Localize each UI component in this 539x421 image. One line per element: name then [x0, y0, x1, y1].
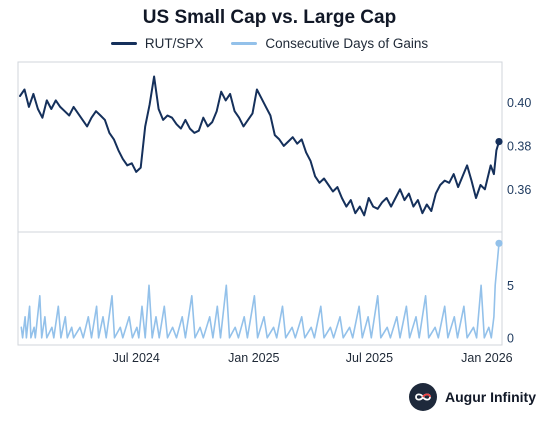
augur-infinity-logo-icon: [409, 383, 437, 411]
series-line-rut-spx: [19, 75, 500, 217]
brand-name: Augur Infinity: [445, 389, 536, 405]
legend-swatch-consecutive-days: [231, 42, 258, 45]
panel-frames: [17, 61, 503, 346]
legend-label-consecutive-days: Consecutive Days of Gains: [265, 36, 429, 51]
infinity-icon: [415, 393, 431, 401]
axis-layer: 0.36 0.38 0.40 0 5 Jul 2024 Jan 2025 Jul 2025 Ja…: [113, 96, 532, 365]
legend-item-consecutive-days[interactable]: Consecutive Days of Gains: [231, 36, 428, 51]
x-tick-label: Jul 2024: [113, 351, 160, 365]
brand: Augur Infinity: [409, 383, 536, 411]
x-tick-label: Jan 2026: [461, 351, 512, 365]
x-tick-label: Jan 2025: [228, 351, 279, 365]
series-layer: [19, 75, 503, 339]
legend-swatch-rut-spx: [110, 42, 137, 45]
y-tick-label: 0: [507, 331, 514, 345]
legend-item-rut-spx[interactable]: RUT/SPX: [110, 36, 204, 51]
y-tick-label: 0.36: [507, 183, 531, 197]
series-line-consecutive-days: [20, 242, 500, 339]
y-tick-label: 0.38: [507, 139, 531, 153]
x-tick-label: Jul 2025: [346, 351, 393, 365]
end-marker-rut-spx: [495, 138, 503, 146]
end-marker-consecutive-days: [495, 239, 503, 247]
bottom-panel-frame: [17, 231, 503, 346]
y-tick-label: 5: [507, 279, 514, 293]
chart-legend: RUT/SPX Consecutive Days of Gains: [0, 36, 539, 51]
y-tick-label: 0.40: [507, 96, 531, 110]
chart-title: US Small Cap vs. Large Cap: [142, 7, 397, 28]
legend-label-rut-spx: RUT/SPX: [144, 36, 204, 51]
